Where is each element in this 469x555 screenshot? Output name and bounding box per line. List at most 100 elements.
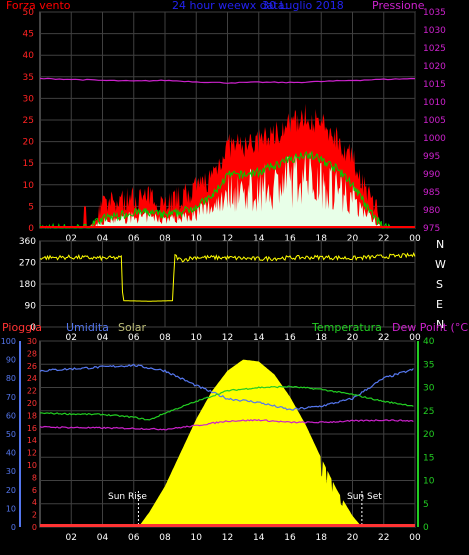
dewpoint-label: Dew Point (°C) [392,321,469,334]
p3-ytick-rain: 16 [27,424,37,433]
p3-ytick-rain: 28 [27,349,37,358]
p1-ytick-right: 995 [423,152,440,162]
p3-ytick-rain: 18 [27,411,37,420]
p1-ytick-left: 50 [23,8,35,18]
compass-e: E [436,298,443,311]
p3-xtick-label: 18 [316,533,328,543]
p1-xtick-label: 02 [66,234,77,244]
p1-ytick-right: 1000 [423,134,446,144]
p3-ytick-temp: 25 [423,407,434,417]
p1-ytick-right: 1010 [423,98,446,108]
p2-xtick-label: 20 [347,333,359,343]
p1-ytick-left: 5 [28,202,34,212]
p1-xtick-label: 12 [222,234,233,244]
p3-ytick-humidity: 30 [6,467,16,476]
p1-ytick-right: 1015 [423,80,446,90]
p3-ytick-temp: 15 [423,453,434,463]
p2-ytick: 180 [19,280,36,290]
p3-ytick-temp: 40 [423,337,435,347]
wind-direction-line [39,251,416,302]
sunrise-label: Sun Rise [108,492,147,502]
chart-title: 24 hour weewx data: [172,0,288,12]
rain-label: Pioggia [2,321,42,334]
sunset-label: Sun Set [347,492,382,502]
p3-ytick-humidity: 70 [6,393,16,402]
p1-xtick-label: 00 [409,234,421,244]
humidity-line [39,363,414,411]
dewpoint-line [39,418,414,431]
p3-ytick-temp: 30 [423,384,435,394]
p2-xtick-label: 16 [284,333,296,343]
solar-label: Solar [118,321,147,334]
p2-xtick-label: 04 [97,333,109,343]
p3-xtick-label: 04 [97,533,109,543]
p1-ytick-right: 980 [423,206,440,216]
p3-ytick-rain: 2 [32,511,37,520]
p1-ytick-left: 10 [23,181,35,191]
p1-ytick-left: 15 [23,159,34,169]
p1-ytick-right: 1030 [423,26,446,36]
p1-ytick-right: 990 [423,170,440,180]
p3-xtick-label: 22 [378,533,389,543]
p1-ytick-left: 20 [23,138,35,148]
p3-ytick-rain: 22 [27,387,37,396]
p1-ytick-right: 1025 [423,44,446,54]
p3-xtick-label: 02 [66,533,77,543]
p2-xtick-label: 18 [316,333,328,343]
p3-xtick-label: 12 [222,533,233,543]
p1-ytick-right: 1035 [423,8,446,18]
p3-ytick-humidity: 80 [6,374,16,383]
p3-xtick-label: 06 [128,533,140,543]
p3-ytick-rain: 24 [27,374,37,383]
wind-average-line [39,150,391,230]
p2-xtick-label: 08 [159,333,171,343]
p3-xtick-label: 20 [347,533,359,543]
p1-xtick-label: 10 [191,234,203,244]
p3-xtick-label: 08 [159,533,171,543]
pressure-line [39,77,416,84]
compass-n-bottom: N [436,318,444,331]
p3-ytick-temp: 5 [423,500,429,510]
p2-xtick-label: 12 [222,333,233,343]
p1-ytick-left: 30 [23,94,35,104]
p1-xtick-label: 14 [253,234,265,244]
p3-ytick-temp: 10 [423,477,435,487]
p3-ytick-humidity: 0 [11,523,16,532]
p3-xtick-label: 00 [409,533,421,543]
temperature-line [39,385,414,421]
p1-ytick-right: 985 [423,188,440,198]
p1-xtick-label: 04 [97,234,109,244]
p1-ytick-left: 0 [28,224,34,234]
p1-ytick-right: 1005 [423,116,446,126]
p2-ytick: 90 [25,302,37,312]
p3-ytick-rain: 26 [27,362,37,371]
compass-n-top: N [436,238,444,251]
p3-ytick-rain: 8 [32,473,37,482]
p3-ytick-rain: 4 [32,498,37,507]
p1-ytick-left: 25 [23,116,34,126]
chart-subtitle: 30 Luglio 2018 [262,0,344,12]
p3-xtick-label: 10 [191,533,203,543]
p1-xtick-label: 18 [316,234,328,244]
p1-xtick-label: 06 [128,234,140,244]
p3-xtick-label: 14 [253,533,265,543]
compass-w: W [435,258,446,271]
pressure-label: Pressione [372,0,425,12]
p3-ytick-rain: 20 [27,399,37,408]
p3-xtick-label: 16 [284,533,296,543]
p1-xtick-label: 16 [284,234,296,244]
humidity-label: Umidita [66,321,109,334]
p2-xtick-label: 22 [378,333,389,343]
p3-ytick-humidity: 90 [6,356,16,365]
p2-xtick-label: 06 [128,333,140,343]
p3-ytick-rain: 10 [27,461,37,470]
p1-ytick-left: 35 [23,73,34,83]
p2-xtick-label: 14 [253,333,265,343]
p3-ytick-rain: 30 [27,337,37,346]
p3-ytick-rain: 0 [32,523,37,532]
p2-ytick: 270 [19,259,36,269]
temperature-label: Temperatura [311,321,382,334]
p3-ytick-rain: 6 [32,486,37,495]
p3-ytick-humidity: 40 [6,449,16,458]
